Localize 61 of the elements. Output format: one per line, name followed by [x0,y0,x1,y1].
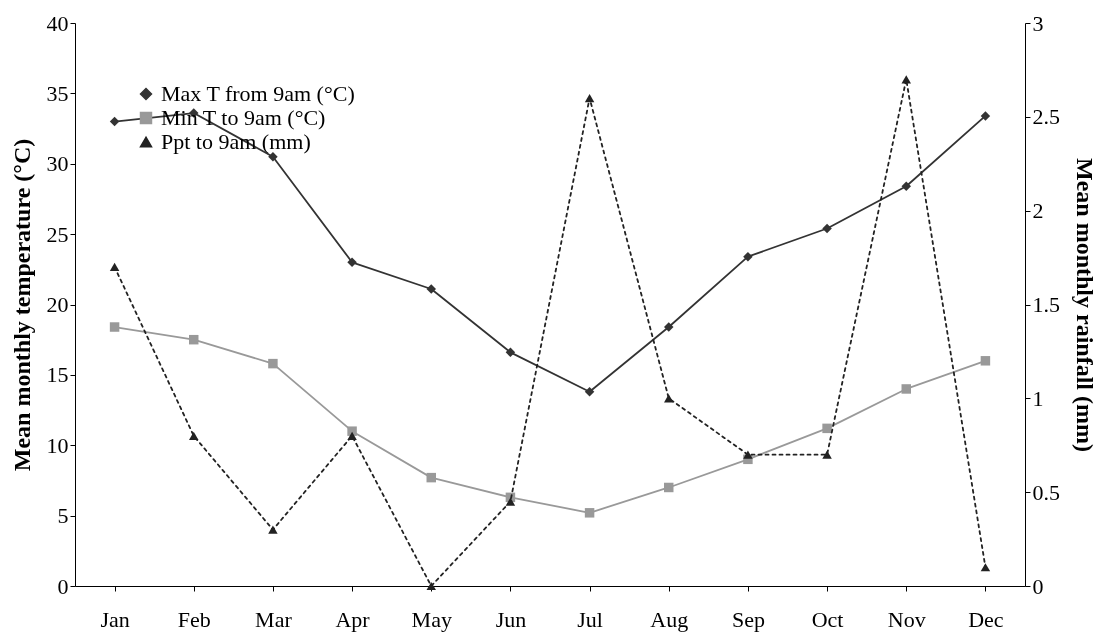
y2-tick-label: 2.5 [1032,104,1060,130]
point [426,581,436,591]
point [980,563,991,572]
x-tick-label: May [411,606,452,632]
y-tick-label: 40 [46,10,69,36]
point [426,284,436,294]
point [822,423,832,434]
point [268,525,278,534]
y-tick-label: 0 [57,573,69,599]
x-tick-label: Oct [811,606,844,632]
point [109,262,120,272]
y-tick-label: 5 [57,503,69,529]
y-tick-label: 35 [46,80,69,106]
point [505,497,516,506]
y2-tick-label: 3 [1032,10,1044,36]
y2-tick-label: 0 [1032,573,1044,599]
point [664,482,674,493]
x-tick-label: Dec [968,606,1004,632]
point [426,472,436,483]
y-tick-label: 20 [46,292,69,317]
x-tick-label: Mar [255,606,293,632]
point [822,450,832,459]
point [901,75,911,84]
x-tick-label: Jun [495,606,527,632]
x-tick-label: Apr [335,606,371,632]
point [189,431,199,440]
y-tick-label: 30 [46,151,69,177]
y2-tick-label: 0.5 [1032,479,1060,505]
point [347,257,357,268]
x-tick-label: Feb [177,606,211,632]
x-tick-label: Sep [731,606,765,632]
x-tick-label: Nov [887,606,926,632]
y-axis-title: Mean monthly temperature (°C) [8,138,35,472]
point [980,111,991,121]
point [505,347,516,358]
x-tick-label: Jul [577,606,603,632]
point [109,116,120,127]
point [743,251,753,262]
point [743,450,753,459]
point [901,384,911,394]
point [822,223,832,234]
y2-tick-label: 1 [1032,385,1044,411]
point [347,431,357,440]
y2-axis-title: Mean monthly rainfall (mm) [1072,158,1098,452]
point [109,322,120,332]
point [584,387,595,397]
point [584,93,595,103]
point [268,358,278,369]
x-tick-label: Aug [650,606,689,632]
point [901,181,911,192]
y2-tick-label: 2 [1032,198,1044,224]
y-tick-label: 25 [46,221,69,247]
y-tick-label: 10 [46,432,69,458]
point [664,322,674,332]
point [584,508,595,518]
y2-tick-label: 1.5 [1032,292,1060,317]
point [980,356,991,366]
y-tick-label: 15 [46,362,69,388]
point [189,334,199,345]
x-tick-label: Jan [100,606,130,632]
legend-label: Max T from 9am (°C) [161,81,355,106]
